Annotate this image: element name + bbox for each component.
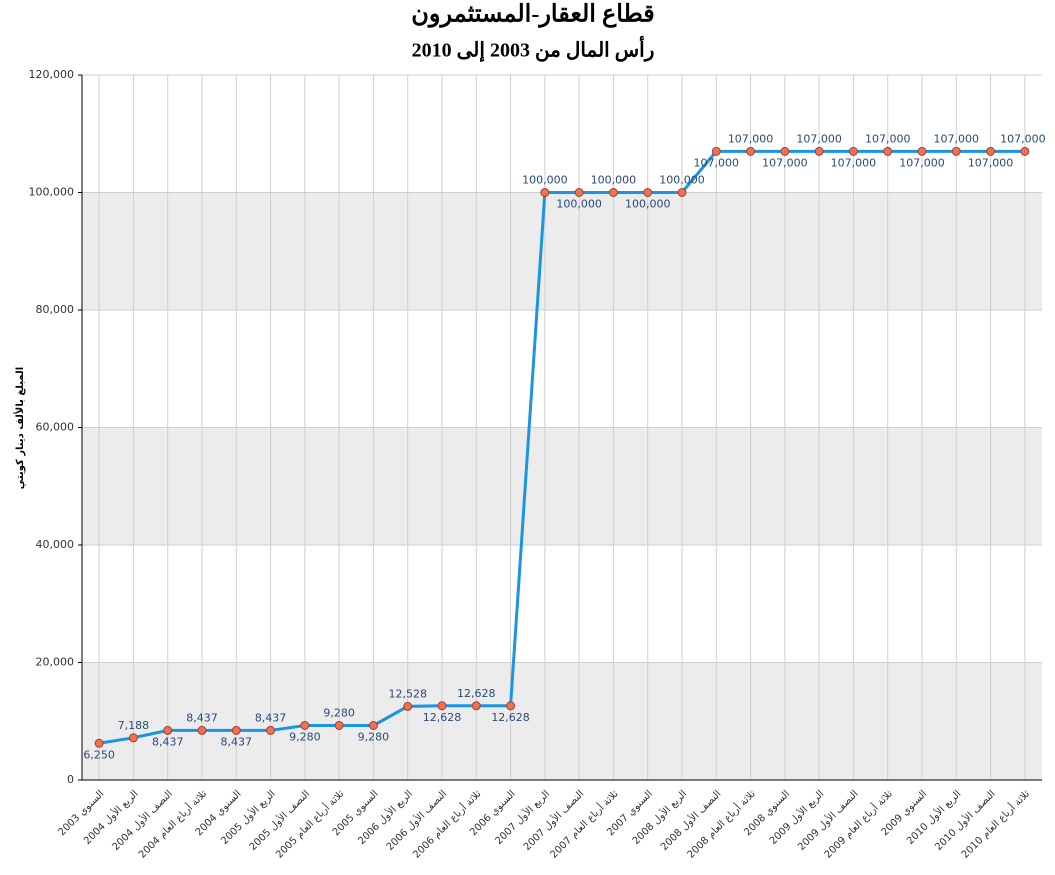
y-tick-label: 60,000 — [36, 421, 75, 434]
x-tick-label: النصف الأول 2009 — [795, 787, 861, 853]
data-point — [266, 725, 276, 735]
x-tick-label: النصف الأول 2007 — [520, 787, 586, 853]
data-label: 12,528 — [388, 687, 427, 700]
data-point — [506, 701, 516, 711]
data-label: 100,000 — [625, 198, 671, 211]
data-label: 107,000 — [934, 132, 980, 145]
data-point — [368, 720, 378, 730]
data-point — [197, 725, 207, 735]
y-tick-label: 120,000 — [29, 68, 75, 81]
data-point — [986, 146, 996, 156]
data-point — [780, 146, 790, 156]
data-point — [437, 701, 447, 711]
x-tick-label: النصف الأول 2005 — [246, 787, 312, 853]
grid-band — [82, 662, 1042, 780]
data-point — [403, 701, 413, 711]
data-point — [951, 146, 961, 156]
data-point — [608, 188, 618, 197]
data-point — [746, 146, 756, 156]
data-label: 6,250 — [83, 748, 115, 761]
data-label: 8,437 — [221, 735, 253, 748]
data-label: 9,280 — [323, 706, 355, 719]
grid-band — [82, 192, 1042, 310]
y-axis-label: المبلغ بالألف دينار كويتي — [13, 367, 26, 489]
x-tick-label: النصف الأول 2004 — [109, 787, 175, 853]
grid-band — [82, 427, 1042, 545]
x-tick-label: النصف الأول 2010 — [932, 787, 998, 853]
data-point — [711, 146, 721, 156]
y-tick-label: 20,000 — [36, 656, 75, 669]
data-label: 8,437 — [255, 711, 287, 724]
y-tick-label: 80,000 — [36, 303, 75, 316]
data-point — [917, 146, 927, 156]
data-label: 107,000 — [831, 156, 877, 169]
data-label: 107,000 — [796, 132, 842, 145]
y-tick-label: 0 — [67, 773, 74, 786]
data-label: 12,628 — [491, 711, 530, 724]
data-label: 100,000 — [591, 174, 637, 187]
data-point — [300, 720, 310, 730]
chart-subtitle: رأس المال من 2003 إلى 2010 — [412, 36, 655, 63]
data-point — [540, 188, 550, 197]
data-point — [94, 738, 104, 748]
data-label: 12,628 — [423, 711, 462, 724]
data-label: 8,437 — [186, 711, 218, 724]
data-label: 107,000 — [728, 132, 774, 145]
y-tick-label: 100,000 — [29, 186, 75, 199]
data-label: 7,188 — [118, 719, 150, 732]
x-tick-label: النصف الأول 2006 — [383, 787, 449, 853]
data-label: 107,000 — [968, 156, 1014, 169]
data-label: 107,000 — [1000, 132, 1046, 145]
data-label: 107,000 — [865, 132, 911, 145]
data-point — [848, 146, 858, 156]
data-label: 9,280 — [358, 730, 390, 743]
y-tick-label: 40,000 — [36, 538, 75, 551]
data-point — [334, 720, 344, 730]
data-point — [883, 146, 893, 156]
data-point — [1020, 146, 1030, 156]
data-point — [574, 188, 584, 197]
data-point — [814, 146, 824, 156]
data-label: 8,437 — [152, 735, 184, 748]
x-tick-label: النصف الأول 2008 — [658, 787, 724, 853]
data-point — [128, 733, 138, 743]
chart-title: قطاع العقار-المستثمرون — [411, 2, 654, 29]
data-label: 107,000 — [762, 156, 808, 169]
data-point — [231, 725, 241, 735]
data-point — [677, 188, 687, 197]
data-label: 100,000 — [659, 174, 705, 187]
data-label: 107,000 — [899, 156, 945, 169]
data-label: 107,000 — [694, 156, 740, 169]
data-line — [98, 149, 1025, 745]
data-label: 100,000 — [522, 174, 568, 187]
data-point — [643, 188, 653, 197]
data-label: 9,280 — [289, 730, 321, 743]
data-label: 12,628 — [457, 687, 496, 700]
data-point — [163, 725, 173, 735]
data-label: 100,000 — [556, 198, 602, 211]
data-point — [471, 701, 481, 711]
